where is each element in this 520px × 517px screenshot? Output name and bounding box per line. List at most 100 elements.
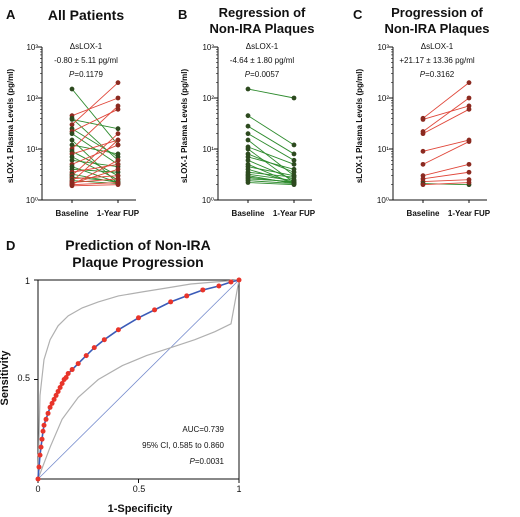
progression-line bbox=[71, 175, 119, 180]
roc-point bbox=[228, 279, 234, 285]
y-tick-label: 10¹ bbox=[202, 145, 214, 154]
roc-point bbox=[168, 299, 174, 305]
roc-point bbox=[184, 293, 190, 299]
roc-point bbox=[200, 287, 206, 293]
roc-title: Plaque Progression bbox=[72, 254, 203, 270]
stat-mean: -4.64 ± 1.80 pg/ml bbox=[230, 56, 295, 65]
roc-title: Prediction of Non-IRA bbox=[65, 237, 210, 253]
baseline-point bbox=[69, 122, 75, 128]
regression-line bbox=[247, 171, 295, 178]
panel-title: Regression of bbox=[219, 5, 306, 20]
followup-point bbox=[291, 151, 297, 157]
data-marks bbox=[420, 80, 472, 188]
x-tick-label: Baseline bbox=[407, 209, 440, 218]
panel-title: All Patients bbox=[48, 7, 124, 23]
baseline-point bbox=[245, 86, 251, 92]
progression-line bbox=[422, 171, 470, 180]
followup-point bbox=[115, 131, 121, 137]
regression-line bbox=[71, 88, 119, 146]
followup-point bbox=[115, 166, 121, 172]
roc-point bbox=[35, 476, 41, 482]
followup-point bbox=[466, 95, 472, 101]
progression-line bbox=[71, 182, 119, 186]
progression-line bbox=[71, 82, 119, 125]
x-tick-label: 1-Year FUP bbox=[273, 209, 316, 218]
roc-y-label: Sensitivity bbox=[0, 350, 11, 406]
roc-point bbox=[83, 353, 89, 359]
baseline-point bbox=[245, 180, 251, 185]
roc-point bbox=[49, 400, 55, 406]
x-tick-label: 1-Year FUP bbox=[97, 209, 140, 218]
stat-mean: +21.17 ± 13.36 pg/ml bbox=[399, 56, 475, 65]
progression-line bbox=[422, 139, 470, 152]
progression-line bbox=[71, 97, 119, 117]
y-tick-label: 10² bbox=[377, 94, 389, 103]
regression-line bbox=[247, 156, 295, 170]
baseline-point bbox=[245, 137, 251, 143]
roc-point bbox=[45, 410, 51, 416]
followup-point bbox=[115, 80, 121, 86]
roc-marks bbox=[35, 277, 242, 482]
x-tick-label: Baseline bbox=[232, 209, 265, 218]
regression-line bbox=[247, 139, 295, 177]
baseline-point bbox=[420, 182, 426, 188]
stat-p: P=0.0057 bbox=[245, 70, 280, 79]
baseline-point bbox=[420, 148, 426, 154]
y-tick-label: 10¹ bbox=[26, 145, 38, 154]
reference-diagonal bbox=[37, 279, 240, 480]
roc-point bbox=[41, 422, 47, 428]
progression-line bbox=[71, 168, 119, 184]
followup-point bbox=[115, 126, 121, 132]
stat-p: P=0.3162 bbox=[420, 70, 455, 79]
roc-point bbox=[63, 375, 69, 381]
y-tick-label: 10² bbox=[26, 94, 38, 103]
baseline-point bbox=[69, 183, 75, 189]
roc-x-tick: 0 bbox=[35, 484, 40, 494]
roc-point bbox=[136, 315, 141, 321]
progression-line bbox=[71, 133, 119, 176]
progression-line bbox=[422, 97, 470, 132]
stat-p: P=0.1179 bbox=[69, 70, 103, 79]
baseline-point bbox=[245, 113, 251, 119]
regression-line bbox=[247, 88, 295, 99]
baseline-point bbox=[420, 117, 426, 122]
axes bbox=[389, 46, 487, 203]
baseline-point bbox=[245, 157, 251, 163]
baseline-point bbox=[420, 161, 426, 167]
regression-line bbox=[247, 168, 295, 183]
roc-y-tick: 0.5 bbox=[17, 373, 30, 383]
data-marks bbox=[69, 80, 121, 189]
regression-line bbox=[247, 133, 295, 161]
baseline-point bbox=[69, 154, 75, 160]
followup-point bbox=[466, 139, 472, 144]
followup-point bbox=[115, 182, 121, 188]
roc-x-tick: 1 bbox=[236, 484, 241, 494]
progression-line bbox=[422, 108, 470, 135]
roc-point bbox=[39, 436, 45, 442]
regression-line bbox=[247, 173, 295, 182]
roc-point bbox=[101, 337, 107, 343]
roc-auc: AUC=0.739 bbox=[182, 425, 224, 434]
followup-point bbox=[291, 95, 297, 101]
panel-a: A All Patients ΔsLOX-1 -0.80 ± 5.11 pg/m… bbox=[6, 7, 140, 218]
roc-point bbox=[36, 464, 42, 470]
progression-line bbox=[71, 139, 119, 155]
followup-point bbox=[115, 176, 121, 182]
regression-line bbox=[71, 144, 119, 155]
panel-d: D Prediction of Non-IRA Plaque Progressi… bbox=[0, 237, 242, 515]
roc-point bbox=[115, 327, 121, 333]
roc-point bbox=[216, 283, 222, 289]
roc-x-label: 1-Specificity bbox=[108, 503, 174, 515]
followup-point bbox=[466, 180, 472, 185]
followup-point bbox=[115, 151, 121, 157]
x-tick-label: Baseline bbox=[56, 209, 89, 218]
followup-point bbox=[466, 161, 472, 167]
y-tick-label: 10⁰ bbox=[377, 196, 389, 205]
followup-point bbox=[466, 106, 472, 112]
progression-line bbox=[71, 178, 119, 183]
roc-y-tick: 1 bbox=[25, 276, 30, 286]
baseline-point bbox=[420, 131, 426, 137]
regression-line bbox=[247, 182, 295, 186]
roc-point bbox=[55, 388, 61, 394]
y-tick-label: 10³ bbox=[26, 43, 38, 52]
